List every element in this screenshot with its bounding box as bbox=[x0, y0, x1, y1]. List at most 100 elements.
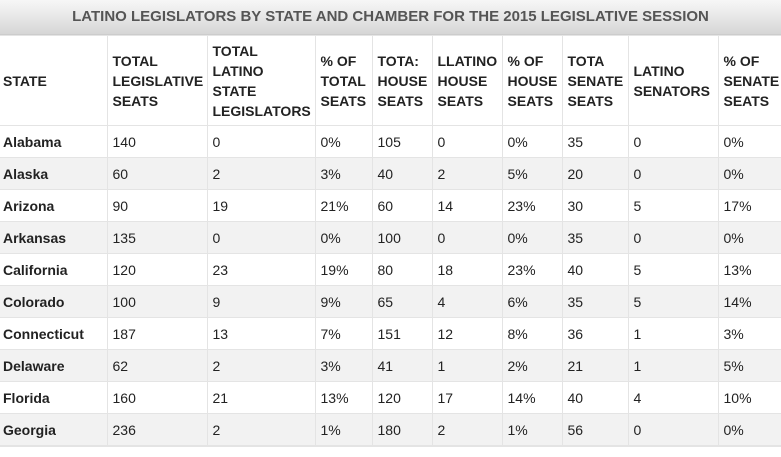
value-cell: 135 bbox=[106, 221, 208, 254]
table-row: Florida 160 21 13% 120 17 14% 40 4 10% bbox=[0, 381, 781, 414]
value-cell: 21 bbox=[206, 381, 316, 414]
value-cell: 5 bbox=[627, 253, 719, 286]
value-cell: 0 bbox=[627, 413, 719, 446]
value-cell: 100 bbox=[106, 285, 208, 318]
table-row: Colorado 100 9 9% 65 4 6% 35 5 14% bbox=[0, 285, 781, 318]
value-cell: 60 bbox=[371, 189, 433, 222]
table-continuation bbox=[0, 446, 781, 457]
value-cell: 80 bbox=[371, 253, 433, 286]
value-cell: 23% bbox=[501, 253, 563, 286]
header-line: LEGISLATORS bbox=[212, 102, 311, 119]
value-cell: 17% bbox=[717, 189, 781, 222]
value-cell: 41 bbox=[371, 349, 433, 382]
column-header: TOTA: HOUSE SEATS bbox=[371, 35, 433, 126]
value-cell: 236 bbox=[106, 413, 208, 446]
value-cell: 35 bbox=[561, 125, 629, 158]
value-cell: 21 bbox=[561, 349, 629, 382]
state-cell: Colorado bbox=[0, 285, 108, 318]
value-cell: 2 bbox=[206, 413, 316, 446]
state-cell: Georgia bbox=[0, 413, 108, 446]
value-cell: 1% bbox=[314, 413, 373, 446]
column-header: LATINO SENATORS bbox=[627, 35, 719, 126]
value-cell: 14 bbox=[431, 189, 503, 222]
value-cell: 56 bbox=[561, 413, 629, 446]
value-cell: 60 bbox=[106, 157, 208, 190]
header-line: SENATE bbox=[567, 72, 624, 89]
value-cell: 0 bbox=[627, 157, 719, 190]
state-cell: Arizona bbox=[0, 189, 108, 222]
value-cell: 0 bbox=[206, 125, 316, 158]
column-header: LLATINO HOUSE SEATS bbox=[431, 35, 503, 126]
column-header: % OF HOUSE SEATS bbox=[501, 35, 563, 126]
value-cell: 20 bbox=[561, 157, 629, 190]
value-cell: 2% bbox=[501, 349, 563, 382]
state-cell: Alaska bbox=[0, 157, 108, 190]
header-line: SENATORS bbox=[633, 82, 711, 99]
value-cell: 13% bbox=[717, 253, 781, 286]
header-line: SEATS bbox=[723, 92, 770, 109]
value-cell: 5 bbox=[627, 189, 719, 222]
header-line: % OF bbox=[320, 52, 357, 69]
value-cell: 187 bbox=[106, 317, 208, 350]
value-cell: 151 bbox=[371, 317, 433, 350]
header-line: TOTA: bbox=[377, 52, 419, 69]
value-cell: 23 bbox=[206, 253, 316, 286]
header-line: LLATINO bbox=[437, 52, 498, 69]
value-cell: 0% bbox=[717, 413, 781, 446]
value-cell: 0 bbox=[206, 221, 316, 254]
value-cell: 0% bbox=[717, 125, 781, 158]
value-cell: 2 bbox=[431, 413, 503, 446]
column-header: TOTAL LEGISLATIVE SEATS bbox=[106, 35, 208, 126]
value-cell: 18 bbox=[431, 253, 503, 286]
header-line: SEATS bbox=[112, 92, 159, 109]
value-cell: 3% bbox=[314, 349, 373, 382]
header-line: STATE bbox=[3, 72, 47, 89]
value-cell: 65 bbox=[371, 285, 433, 318]
table-row: Alabama 140 0 0% 105 0 0% 35 0 0% bbox=[0, 125, 781, 158]
value-cell: 0% bbox=[314, 125, 373, 158]
state-cell: California bbox=[0, 253, 108, 286]
value-cell: 0% bbox=[717, 157, 781, 190]
value-cell: 7% bbox=[314, 317, 373, 350]
header-line: LATINO bbox=[212, 62, 264, 79]
header-line: LEGISLATIVE bbox=[112, 72, 204, 89]
value-cell: 13% bbox=[314, 381, 373, 414]
header-line: TOTAL bbox=[212, 42, 258, 59]
table-title: LATINO LEGISLATORS BY STATE AND CHAMBER … bbox=[0, 0, 781, 35]
header-line: SEATS bbox=[320, 92, 367, 109]
value-cell: 9% bbox=[314, 285, 373, 318]
value-cell: 0 bbox=[627, 125, 719, 158]
value-cell: 19 bbox=[206, 189, 316, 222]
header-line: % OF bbox=[723, 52, 760, 69]
value-cell: 140 bbox=[106, 125, 208, 158]
header-line: SEATS bbox=[377, 92, 424, 109]
value-cell: 5% bbox=[501, 157, 563, 190]
value-cell: 35 bbox=[561, 221, 629, 254]
value-cell: 35 bbox=[561, 285, 629, 318]
value-cell: 105 bbox=[371, 125, 433, 158]
value-cell: 1 bbox=[431, 349, 503, 382]
header-line: STATE bbox=[212, 82, 257, 99]
header-line: HOUSE bbox=[377, 72, 428, 89]
header-line: SEATS bbox=[437, 92, 484, 109]
value-cell: 90 bbox=[106, 189, 208, 222]
value-cell: 30 bbox=[561, 189, 629, 222]
value-cell: 21% bbox=[314, 189, 373, 222]
value-cell: 6% bbox=[501, 285, 563, 318]
value-cell: 36 bbox=[561, 317, 629, 350]
state-cell: Alabama bbox=[0, 125, 108, 158]
column-header: % OF SENATE SEATS bbox=[717, 35, 781, 126]
value-cell: 10% bbox=[717, 381, 781, 414]
value-cell: 62 bbox=[106, 349, 208, 382]
value-cell: 40 bbox=[371, 157, 433, 190]
header-line: HOUSE bbox=[507, 72, 558, 89]
column-header: STATE bbox=[0, 35, 108, 126]
header-line: TOTAL bbox=[112, 52, 158, 69]
table-row: Arkansas 135 0 0% 100 0 0% 35 0 0% bbox=[0, 221, 781, 254]
value-cell: 0 bbox=[431, 125, 503, 158]
column-header: % OF TOTAL SEATS bbox=[314, 35, 373, 126]
state-cell: Florida bbox=[0, 381, 108, 414]
value-cell: 120 bbox=[106, 253, 208, 286]
value-cell: 2 bbox=[206, 349, 316, 382]
